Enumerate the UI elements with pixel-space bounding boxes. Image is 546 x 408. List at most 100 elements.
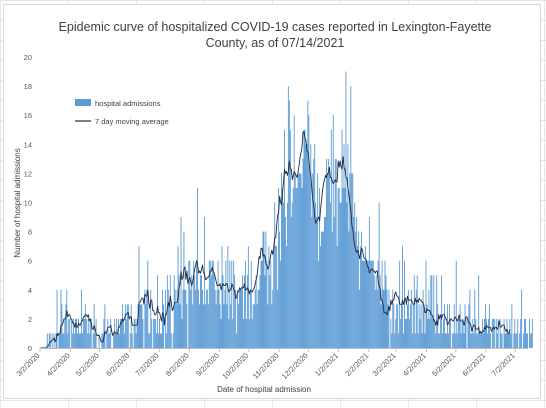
bar — [442, 333, 444, 348]
bar — [372, 260, 374, 348]
bar — [204, 304, 206, 348]
bar — [295, 187, 297, 348]
x-axis-ticks: 3/2/2020 4/2/2020 5/2/2020 6/2/2020 7/2/2020… — [14, 348, 517, 381]
bar — [140, 304, 142, 348]
bar — [338, 187, 340, 348]
bar — [281, 173, 282, 348]
bar — [393, 304, 395, 348]
bar — [383, 289, 385, 348]
bar — [408, 318, 410, 348]
bar — [284, 129, 285, 348]
bar — [396, 304, 398, 348]
bar — [226, 304, 228, 348]
bar — [119, 333, 120, 348]
bar — [252, 304, 254, 348]
bar — [357, 246, 359, 348]
bar — [115, 333, 117, 348]
legend-swatch-bars — [75, 99, 91, 106]
bar — [314, 144, 316, 348]
bar — [160, 333, 161, 348]
bar — [241, 289, 242, 348]
bar — [272, 289, 274, 348]
bar — [329, 202, 331, 348]
bar — [405, 318, 406, 348]
bar — [402, 246, 404, 348]
bar — [185, 289, 187, 348]
x-tick-label: 7/2/2021 — [490, 351, 517, 378]
bar — [526, 333, 527, 348]
bar — [350, 86, 352, 348]
bar — [205, 289, 207, 348]
bar — [429, 318, 431, 348]
bar — [284, 217, 286, 348]
bar — [483, 333, 485, 348]
bar — [144, 289, 146, 348]
bar — [432, 318, 434, 348]
bar — [184, 289, 186, 348]
bar — [213, 275, 215, 348]
x-tick-label: 7/2/2020 — [134, 351, 161, 378]
bar — [424, 333, 426, 348]
bar — [118, 318, 119, 348]
bar — [64, 318, 66, 348]
bar — [59, 333, 61, 348]
bar — [67, 333, 69, 348]
bar — [358, 231, 360, 348]
bar — [406, 304, 408, 348]
bar — [87, 318, 89, 348]
bar — [420, 304, 422, 348]
bar — [273, 246, 275, 348]
bar — [501, 333, 503, 348]
bar — [172, 333, 174, 348]
bar — [343, 144, 345, 348]
bar — [267, 304, 269, 348]
bar — [232, 318, 234, 348]
bar — [481, 333, 483, 348]
bar — [188, 260, 190, 348]
bar — [368, 217, 370, 348]
bar — [380, 304, 382, 348]
bar — [333, 217, 335, 348]
bar — [129, 333, 131, 348]
bar — [365, 246, 366, 348]
bar — [365, 260, 367, 348]
y-axis-title: Number of hospital admissions — [13, 148, 22, 257]
bar — [446, 304, 448, 348]
bar — [471, 333, 473, 348]
bar — [246, 275, 248, 348]
bar — [148, 333, 150, 348]
bar — [86, 333, 88, 348]
bar — [328, 173, 330, 348]
bar — [124, 304, 126, 348]
bar — [109, 333, 111, 348]
bar — [435, 333, 437, 348]
bar — [236, 333, 238, 348]
bar — [363, 260, 364, 348]
bar — [178, 275, 180, 348]
bar — [516, 333, 518, 348]
bar — [332, 115, 334, 348]
bar — [155, 318, 157, 348]
bar — [80, 333, 81, 348]
bar — [157, 275, 159, 348]
bar — [260, 260, 262, 348]
bar — [409, 304, 411, 348]
bar — [470, 333, 472, 348]
bar — [493, 318, 495, 348]
bar — [459, 304, 461, 348]
bar — [465, 318, 467, 348]
bar — [103, 318, 105, 348]
bar — [58, 333, 60, 348]
y-tick-label: 8 — [28, 228, 32, 237]
bar — [451, 333, 453, 348]
x-tick-label: 1/2/2021 — [313, 351, 340, 378]
bar — [255, 275, 257, 348]
bar — [447, 333, 449, 348]
bar — [335, 158, 337, 348]
bar — [192, 304, 194, 348]
bar — [296, 187, 298, 348]
bar — [497, 318, 499, 348]
bar — [261, 260, 263, 348]
bar — [73, 318, 75, 348]
bar — [201, 275, 202, 348]
